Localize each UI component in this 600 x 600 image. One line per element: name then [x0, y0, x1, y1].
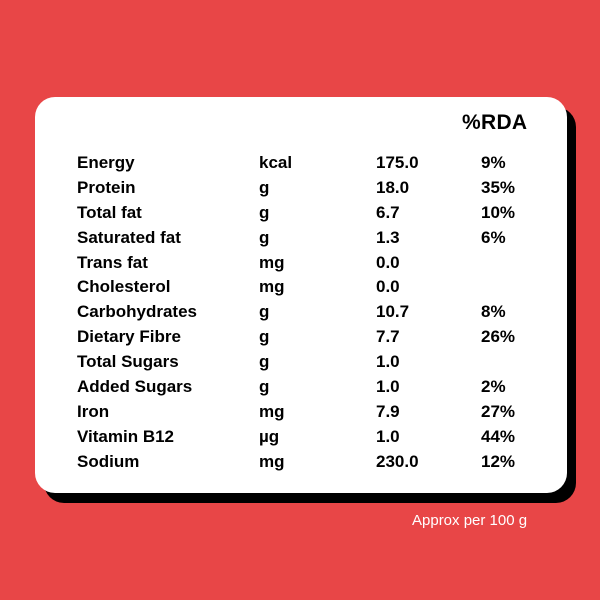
nutrition-card: [35, 97, 567, 493]
nutrient-unit: µg: [259, 426, 280, 446]
nutrient-name: Vitamin B12: [77, 426, 175, 446]
nutrient-unit: g: [259, 302, 270, 322]
nutrient-value: 18.0: [376, 177, 410, 197]
nutrient-value: 175.0: [376, 153, 419, 172]
serving-footnote: Approx per 100 g: [412, 512, 528, 529]
nutrient-name: Iron: [77, 401, 110, 421]
nutrient-rda: 26%: [481, 327, 516, 347]
nutrient-unit: kcal: [259, 153, 293, 172]
nutrient-rda: 27%: [481, 401, 516, 421]
nutrient-row: Energy kcal 175.0 9%: [77, 151, 537, 176]
nutrient-unit: g: [259, 352, 270, 372]
nutrient-row: Iron mg 7.9 27%: [77, 400, 537, 425]
nutrient-name: Protein: [77, 177, 136, 197]
nutrient-row: Total Sugars g 1.0: [77, 350, 537, 375]
nutrient-value: 1.0: [376, 377, 400, 397]
nutrient-row: Vitamin B12 µg 1.0 44%: [77, 425, 537, 450]
nutrient-rda: 44%: [481, 426, 516, 446]
nutrient-row: Protein g 18.0 35%: [77, 176, 537, 201]
nutrient-name: Total Sugars: [77, 352, 179, 372]
nutrient-name: Energy: [77, 153, 135, 172]
nutrient-rda: 10%: [481, 202, 516, 222]
nutrient-unit: mg: [259, 252, 285, 272]
nutrient-value: 1.0: [376, 426, 400, 446]
nutrient-value: 0.0: [376, 277, 400, 297]
nutrient-unit: mg: [259, 451, 285, 471]
nutrient-unit: g: [259, 202, 270, 222]
nutrient-unit: g: [259, 227, 270, 247]
nutrient-value: 230.0: [376, 451, 419, 471]
nutrient-value: 6.7: [376, 202, 400, 222]
nutrient-row: Added Sugars g 1.0 2%: [77, 375, 537, 400]
nutrient-row: Total fat g 6.7 10%: [77, 201, 537, 226]
nutrient-rda: 9%: [481, 153, 506, 172]
nutrient-name: Carbohydrates: [77, 302, 197, 322]
nutrient-rda: 6%: [481, 227, 506, 247]
nutrient-value: 7.9: [376, 401, 400, 421]
nutrient-name: Trans fat: [77, 252, 148, 272]
nutrient-unit: mg: [259, 401, 285, 421]
nutrient-row: Saturated fat g 1.3 6%: [77, 226, 537, 251]
nutrient-row: Sodium mg 230.0 12%: [77, 450, 537, 475]
nutrient-value: 10.7: [376, 302, 410, 322]
nutrient-unit: g: [259, 177, 270, 197]
nutrient-name: Total fat: [77, 202, 142, 222]
nutrient-row: Trans fat mg 0.0: [77, 251, 537, 276]
nutrient-rda: 8%: [481, 302, 506, 322]
rda-column-header: %RDA: [462, 111, 528, 134]
nutrient-value: 1.3: [376, 227, 400, 247]
nutrient-name: Cholesterol: [77, 277, 171, 297]
nutrient-name: Saturated fat: [77, 227, 181, 247]
nutrient-name: Dietary Fibre: [77, 327, 181, 347]
nutrient-unit: g: [259, 377, 270, 397]
nutrient-unit: g: [259, 327, 270, 347]
nutrient-row: Dietary Fibre g 7.7 26%: [77, 325, 537, 350]
nutrient-rda: 2%: [481, 377, 506, 397]
nutrient-unit: mg: [259, 277, 285, 297]
nutrient-row: Carbohydrates g 10.7 8%: [77, 300, 537, 325]
nutrition-table: Energy kcal 175.0 9% Protein g 18.0 35% …: [77, 151, 537, 475]
nutrient-value: 0.0: [376, 252, 400, 272]
nutrient-rda: 35%: [481, 177, 516, 197]
nutrient-name: Added Sugars: [77, 377, 193, 397]
nutrient-name: Sodium: [77, 451, 140, 471]
nutrient-row: Cholesterol mg 0.0: [77, 275, 537, 300]
nutrient-value: 7.7: [376, 327, 400, 347]
nutrient-value: 1.0: [376, 352, 400, 372]
nutrient-rda: 12%: [481, 451, 516, 471]
